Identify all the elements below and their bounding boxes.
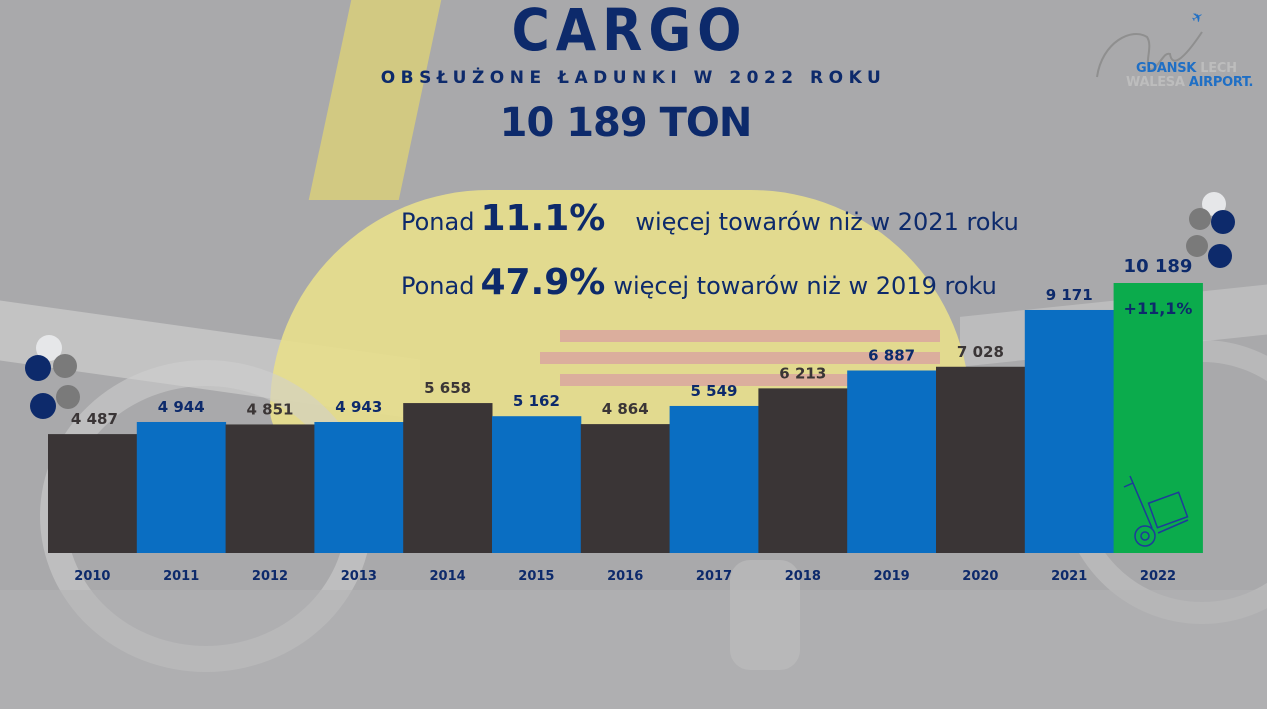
balloons-left-icon: [25, 335, 80, 419]
year-label-2020: 2020: [962, 569, 998, 584]
value-label-2017: 5 549: [691, 382, 738, 400]
fuselage-stripe: [540, 352, 940, 364]
total-tonnage: 10 189 TON: [499, 100, 753, 146]
value-label-2020: 7 028: [957, 343, 1004, 361]
value-labels-group: 4 487 4 944 4 851 4 943 5 658 5 162 4 864 5 549…: [71, 256, 1193, 428]
value-label-2012: 4 851: [247, 400, 294, 418]
bar-2020: [936, 366, 1026, 553]
value-label-2015: 5 162: [513, 392, 560, 410]
stat-value: 47.9%: [480, 262, 606, 303]
value-label-2018: 6 213: [779, 364, 826, 382]
landing-gear: [730, 560, 800, 670]
airport-logo: ✈ GDANSK LECH WALESA AIRPORT.: [1092, 8, 1262, 90]
bar-2010: [48, 434, 138, 553]
year-label-2014: 2014: [430, 569, 466, 584]
year-label-2021: 2021: [1051, 569, 1087, 584]
logo-line2: WALESA AIRPORT.: [1126, 75, 1254, 90]
fuselage-stripe: [560, 330, 940, 342]
balloons-right-icon: [1186, 192, 1235, 268]
year-label-2010: 2010: [74, 569, 110, 584]
year-label-2013: 2013: [341, 569, 377, 584]
year-label-2019: 2019: [874, 569, 910, 584]
value-label-2011: 4 944: [158, 398, 205, 416]
stat-vs-2019: Ponad 47.9% więcej towarów niż w 2019 roku: [401, 262, 997, 303]
year-label-2012: 2012: [252, 569, 288, 584]
year-label-2015: 2015: [518, 569, 554, 584]
bar-2018: [758, 388, 848, 553]
bars-group: [48, 283, 1203, 553]
bar-2021: [1024, 309, 1115, 553]
value-label-2022: 10 189: [1124, 256, 1193, 277]
bar-2015: [492, 416, 582, 553]
stat-vs-2021: Ponad 11.1% więcej towarów niż w 2021 roku: [401, 198, 1019, 239]
value-label-2019: 6 887: [868, 347, 915, 365]
logo-line1: GDANSK LECH: [1136, 61, 1237, 76]
value-label-2013: 4 943: [335, 398, 382, 416]
bar-2016: [580, 424, 671, 553]
value-label-2014: 5 658: [424, 379, 471, 397]
year-label-2018: 2018: [785, 569, 821, 584]
bar-2013: [314, 422, 404, 553]
year-label-2016: 2016: [607, 569, 643, 584]
bar-2017: [669, 405, 759, 553]
logo-swoosh-icon: [1096, 31, 1203, 78]
stat-prefix: Ponad: [401, 208, 475, 236]
bar-2022: [1113, 283, 1203, 553]
stat-prefix: Ponad: [401, 272, 475, 300]
value-label-2021: 9 171: [1046, 286, 1093, 304]
stat-value: 11.1%: [480, 198, 606, 239]
stat-suffix: więcej towarów niż w 2019 roku: [613, 272, 997, 300]
page-subtitle: OBSŁUŻONE ŁADUNKI W 2022 ROKU: [380, 68, 887, 88]
year-label-2022: 2022: [1140, 569, 1176, 584]
growth-annotation: +11,1%: [1124, 299, 1193, 318]
page-title: CARGO: [511, 0, 748, 64]
fuselage-stripe: [560, 374, 940, 386]
year-label-2017: 2017: [696, 569, 732, 584]
bar-2011: [136, 421, 227, 553]
year-labels-group: 2010 2011 2012 2013 2014 2015 2016 2017 2018 2019…: [74, 569, 1176, 584]
bar-2019: [847, 370, 937, 553]
value-label-2010: 4 487: [71, 410, 118, 428]
year-label-2011: 2011: [163, 569, 199, 584]
bar-2014: [403, 403, 493, 553]
value-label-2016: 4 864: [602, 400, 649, 418]
bar-2012: [225, 424, 315, 553]
hand-truck-icon: [1123, 475, 1189, 547]
ground: [0, 590, 1267, 709]
stat-suffix: więcej towarów niż w 2021 roku: [635, 208, 1019, 236]
